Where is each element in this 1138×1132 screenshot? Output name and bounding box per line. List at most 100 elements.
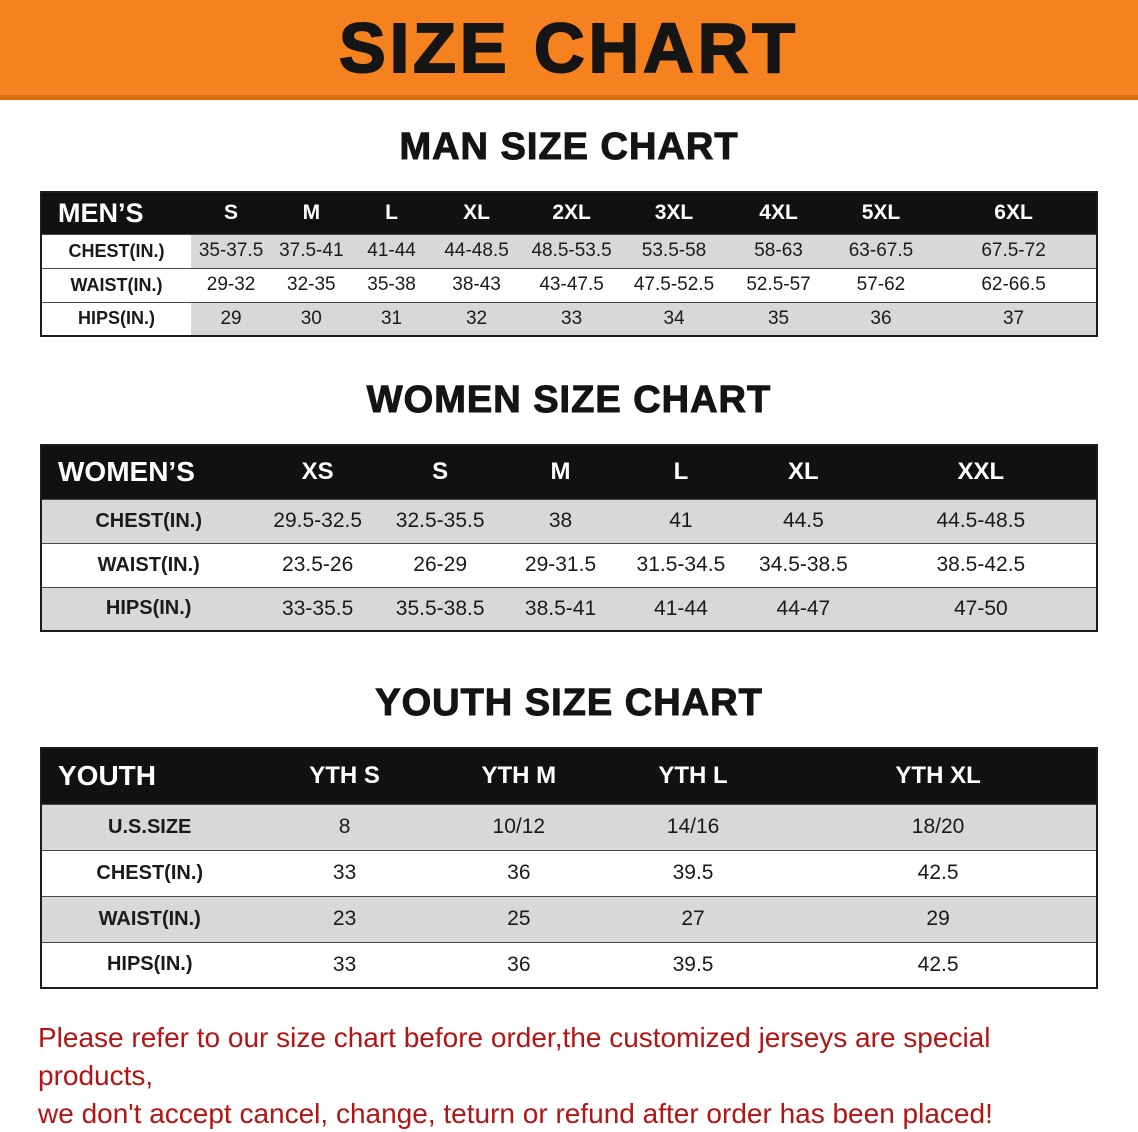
measurement-value: 35-38: [367, 274, 416, 295]
size-column-header: YTH L: [605, 748, 781, 804]
measurement-row: WAIST(IN.) 29-32 32-35 35-38 38-43 43-47.5 47.…: [41, 268, 1097, 302]
size-column-header: 4XL: [726, 192, 831, 234]
measurement-value: 41-44: [367, 240, 416, 261]
size-column-header: YTH M: [431, 748, 606, 804]
measurement-value: 8: [338, 815, 351, 838]
size-column-header: 5XL: [830, 192, 932, 234]
measurement-row-label: CHEST(IN.): [41, 234, 191, 268]
notice-line-2: we don't accept cancel, change, teturn o…: [38, 1097, 993, 1129]
measurement-value: 23: [332, 907, 357, 930]
measurement-value: 38.5-41: [524, 596, 597, 620]
measurement-value: 32: [465, 307, 488, 329]
section-men: MAN SIZE CHART MEN’S S M L XL 2XL 3XL 4XL 5XL 6XL…: [0, 126, 1138, 337]
measurement-value: 32-35: [287, 274, 336, 295]
men-section-heading: MAN SIZE CHART: [399, 126, 739, 169]
measurement-value: 41-44: [654, 596, 708, 620]
measurement-value: 43-47.5: [539, 274, 604, 295]
banner: SIZE CHART: [0, 0, 1138, 100]
measurement-row-label: HIPS(IN.): [106, 953, 193, 976]
measurement-value: 32.5-35.5: [395, 509, 485, 532]
measurement-value: 53.5-58: [641, 240, 707, 261]
size-column-header: S: [379, 445, 501, 499]
measurement-value: 37: [1002, 307, 1025, 329]
youth-section-heading: YOUTH SIZE CHART: [375, 682, 763, 725]
measurement-value: 14/16: [666, 815, 720, 838]
measurement-row: HIPS(IN.) 33-35.5 35.5-38.5 38.5-41 41-44 44-…: [41, 587, 1097, 631]
size-column-header: M: [271, 192, 352, 234]
women-section-heading: WOMEN SIZE CHART: [366, 379, 772, 422]
measurement-value: 31.5-34.5: [636, 553, 726, 576]
measurement-value: 33: [332, 952, 357, 976]
measurement-row-label: WAIST(IN.): [97, 553, 200, 576]
size-column-header: XL: [741, 445, 866, 499]
measurement-value: 31: [380, 307, 403, 329]
measurement-value: 29-31.5: [524, 553, 597, 576]
measurement-value: 44-48.5: [444, 240, 509, 261]
measurement-value: 35: [767, 307, 790, 329]
measurement-value: 34: [663, 307, 685, 329]
measurement-value: 33: [332, 861, 357, 884]
measurement-value: 47.5-52.5: [633, 274, 715, 295]
measurement-value: 39.5: [672, 952, 714, 976]
measurement-value: 42.5: [917, 861, 959, 884]
notice-line-1: Please refer to our size chart before or…: [38, 1022, 991, 1091]
measurement-row-label: U.S.SIZE: [108, 815, 192, 838]
measurement-value: 10/12: [492, 815, 546, 838]
size-column-header: XXL: [865, 445, 1097, 499]
youth-header-row: YOUTH YTH S YTH M YTH L YTH XL: [41, 748, 1097, 804]
measurement-row: CHEST(IN.) 35-37.5 37.5-41 41-44 44-48.5 48.5…: [41, 234, 1097, 268]
measurement-value: 44-47: [776, 596, 831, 620]
measurement-value: 67.5-72: [981, 240, 1046, 261]
measurement-value: 39.5: [672, 861, 714, 884]
size-column-header: 6XL: [931, 192, 1097, 234]
measurement-value: 18/20: [911, 815, 965, 838]
measurement-row: WAIST(IN.) 23.5-26 26-29 29-31.5 31.5-34.5 34…: [41, 543, 1097, 587]
measurement-value: 57-62: [856, 274, 906, 295]
measurement-row: WAIST(IN.) 23 25 27 29: [41, 896, 1097, 942]
measurement-value: 63-67.5: [848, 240, 914, 261]
measurement-value: 26-29: [413, 553, 468, 576]
measurement-row-label: CHEST(IN.): [96, 861, 204, 884]
measurement-value: 44.5: [782, 509, 824, 532]
measurement-value: 36: [870, 307, 892, 329]
section-women: WOMEN SIZE CHART WOMEN’S XS S M L XL XXL CHEST…: [0, 379, 1138, 632]
measurement-value: 33-35.5: [282, 596, 354, 620]
measurement-value: 34.5-38.5: [759, 553, 848, 576]
page-title: SIZE CHART: [338, 8, 799, 87]
women-size-table: WOMEN’S XS S M L XL XXL CHEST(IN.) 29.5-32.5 32.…: [40, 444, 1098, 632]
size-column-header: 3XL: [621, 192, 727, 234]
table-corner-label: MEN’S: [41, 192, 191, 234]
measurement-value: 30: [300, 307, 322, 329]
size-column-header: XS: [255, 445, 380, 499]
measurement-row-label: CHEST(IN.): [95, 509, 203, 532]
measurement-row: CHEST(IN.) 29.5-32.5 32.5-35.5 38 41 44.5 44.5…: [41, 499, 1097, 543]
size-column-header: 2XL: [521, 192, 622, 234]
size-column-header: YTH S: [257, 748, 432, 804]
measurement-value: 36: [507, 952, 531, 976]
measurement-value: 38-43: [452, 274, 501, 295]
measurement-value: 52.5-57: [746, 274, 811, 295]
measurement-value: 29: [926, 907, 950, 930]
measurement-value: 47-50: [953, 596, 1008, 620]
measurement-row: HIPS(IN.) 33 36 39.5 42.5: [41, 942, 1097, 988]
measurement-value: 42.5: [917, 952, 959, 976]
measurement-value: 29: [220, 307, 242, 329]
size-column-header: YTH XL: [780, 748, 1097, 804]
measurement-row: HIPS(IN.) 29 30 31 32 33 34 35 36 37: [41, 302, 1097, 336]
measurement-value: 35.5-38.5: [395, 596, 485, 620]
measurement-value: 35-37.5: [198, 240, 264, 261]
youth-size-table: YOUTH YTH S YTH M YTH L YTH XL U.S.SIZE 8 10/1…: [40, 747, 1098, 989]
measurement-value: 41: [669, 509, 693, 532]
table-corner-label: YOUTH: [41, 748, 258, 804]
measurement-value: 62-66.5: [981, 274, 1046, 295]
measurement-row-label: WAIST(IN.): [41, 268, 191, 302]
measurement-row-label: WAIST(IN.): [98, 907, 201, 930]
measurement-row: CHEST(IN.) 33 36 39.5 42.5: [41, 850, 1097, 896]
measurement-value: 38: [548, 509, 573, 532]
measurement-value: 44.5-48.5: [936, 509, 1026, 532]
measurement-value: 36: [507, 861, 531, 884]
measurement-value: 23.5-26: [282, 553, 354, 576]
measurement-row-label: HIPS(IN.): [41, 302, 191, 336]
footer-notice: Please refer to our size chart before or…: [38, 1019, 1100, 1132]
men-header-row: MEN’S S M L XL 2XL 3XL 4XL 5XL 6XL: [41, 192, 1097, 234]
